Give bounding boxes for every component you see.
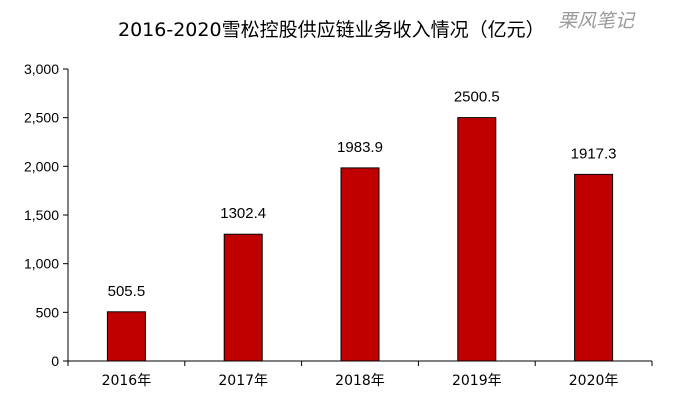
x-tick-label: 2016年 (102, 373, 152, 389)
y-tick-label: 0 (51, 353, 59, 369)
data-label: 1917.3 (571, 145, 617, 162)
bars (106, 117, 614, 362)
y-tick-label: 2,500 (24, 110, 59, 126)
x-tick-label: 2019年 (452, 373, 502, 389)
x-tick-label: 2017年 (218, 373, 268, 389)
bar (223, 233, 263, 362)
y-tick-label: 2,000 (24, 158, 59, 174)
x-tick-label: 2018年 (335, 373, 385, 389)
data-label: 505.5 (108, 283, 146, 300)
data-label: 1983.9 (337, 139, 383, 156)
bar (574, 173, 614, 362)
x-tick-label: 2020年 (569, 373, 619, 389)
bar (106, 311, 146, 362)
y-axis-ticks: 0 500 1,000 1,500 2,000 2,500 3,000 (24, 61, 68, 369)
y-tick-label: 3,000 (24, 61, 59, 77)
bar (457, 117, 497, 362)
data-labels: 505.5 1302.4 1983.9 2500.5 1917.3 (108, 89, 617, 300)
chart-title: 2016-2020雪松控股供应链业务收入情况（亿元） (118, 19, 545, 41)
bar (340, 167, 380, 362)
data-label: 1302.4 (220, 205, 266, 222)
y-tick-label: 1,000 (24, 256, 59, 272)
x-axis-ticks: 2016年 2017年 2018年 2019年 2020年 (67, 361, 653, 389)
data-label: 2500.5 (454, 89, 500, 106)
watermark: 栗风笔记 (558, 10, 636, 32)
y-tick-label: 1,500 (24, 207, 59, 223)
y-tick-label: 500 (36, 304, 60, 320)
